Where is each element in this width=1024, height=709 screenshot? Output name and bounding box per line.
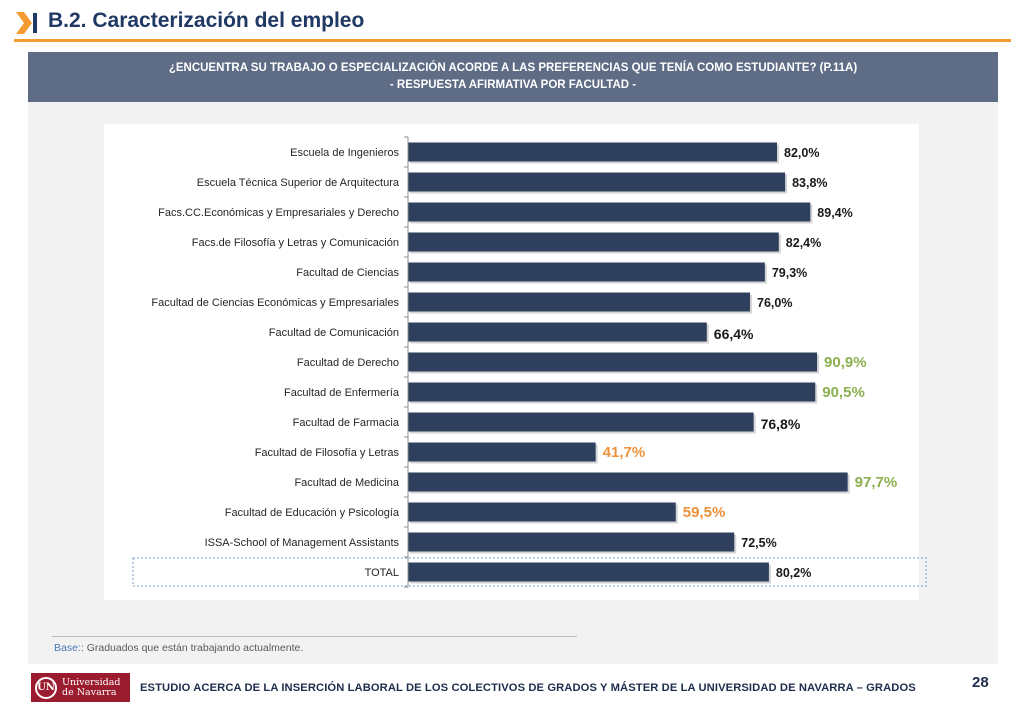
question-subtitle: - RESPUESTA AFIRMATIVA POR FACULTAD - — [389, 79, 637, 91]
page-header: B.2. Caracterización del empleo — [0, 0, 1024, 44]
base-note-text: : Graduados que están trabajando actualm… — [80, 642, 304, 654]
page-title: B.2. Caracterización del empleo — [48, 9, 365, 32]
header-divider — [14, 39, 1011, 42]
logo-line-2: de Navarra — [62, 686, 117, 698]
university-logo: UN Universidad de Navarra — [31, 673, 130, 702]
question-text: ¿ENCUENTRA SU TRABAJO O ESPECIALIZACIÓN … — [168, 62, 858, 74]
page-number: 28 — [972, 674, 989, 691]
logo-mark: UN — [37, 682, 55, 693]
base-note-label: Base: — [54, 642, 81, 654]
footer-title: ESTUDIO ACERCA DE LA INSERCIÓN LABORAL D… — [140, 682, 916, 694]
chart-panel — [104, 124, 919, 600]
note-divider — [52, 636, 577, 637]
logo-text: Universidad de Navarra — [62, 676, 121, 698]
base-note: Base:: Graduados que están trabajando ac… — [54, 642, 303, 654]
logo-line-1: Universidad — [62, 676, 121, 688]
university-seal-icon: UN — [35, 676, 57, 699]
chevron-right-icon — [16, 12, 37, 34]
question-banner: ¿ENCUENTRA SU TRABAJO O ESPECIALIZACIÓN … — [28, 52, 998, 102]
